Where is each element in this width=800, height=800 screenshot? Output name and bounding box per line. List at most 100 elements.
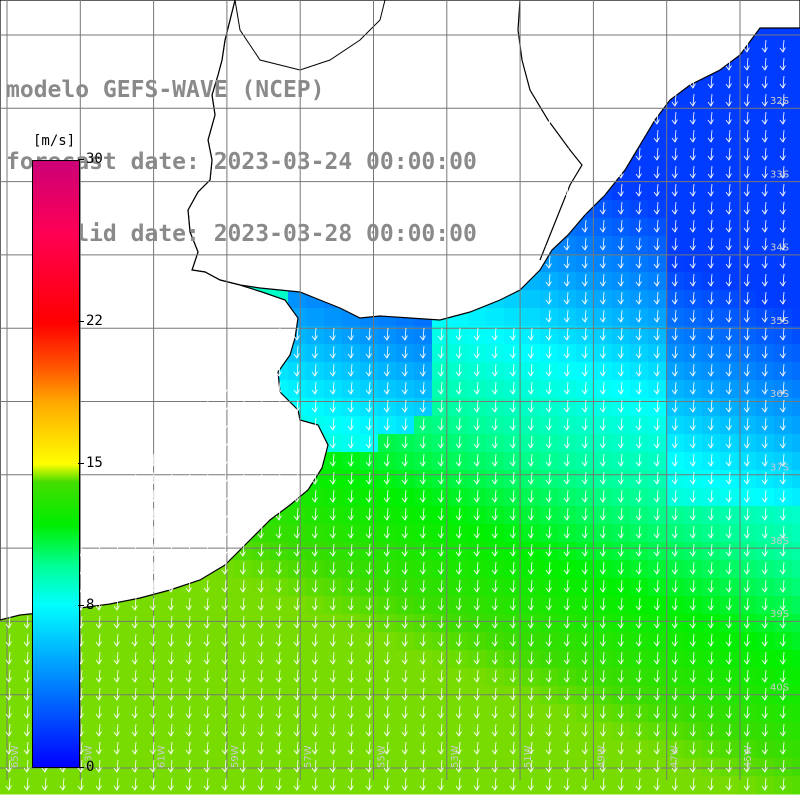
wind-arrow (563, 525, 570, 539)
field-cell (792, 722, 800, 741)
wind-arrow (725, 309, 732, 323)
wind-arrow (347, 687, 354, 701)
wind-arrow (203, 723, 210, 737)
wind-arrow (743, 435, 750, 449)
wind-arrow (617, 759, 624, 773)
wind-arrow (725, 741, 732, 755)
wind-arrow (131, 561, 138, 575)
wind-arrow (257, 705, 264, 719)
lon-label: 49W (596, 745, 607, 768)
wind-arrow (581, 291, 588, 305)
wind-arrow (689, 219, 696, 233)
lon-label: 61W (157, 745, 168, 768)
wind-arrow (509, 777, 516, 791)
field-cell (792, 398, 800, 417)
wind-arrow (455, 777, 462, 791)
wind-arrow (311, 759, 318, 773)
wind-arrow (635, 273, 642, 287)
wind-arrow (725, 327, 732, 341)
wind-arrow (527, 507, 534, 521)
wind-arrow (383, 561, 390, 575)
wind-arrow (257, 543, 264, 557)
wind-arrow (779, 237, 786, 251)
field-cell (792, 362, 800, 381)
wind-arrow (707, 669, 714, 683)
wind-arrow (455, 543, 462, 557)
wind-arrow (221, 651, 228, 665)
wind-arrow (131, 687, 138, 701)
wind-arrow (131, 777, 138, 791)
wind-arrow (383, 741, 390, 755)
wind-arrow (725, 399, 732, 413)
wind-arrow (401, 507, 408, 521)
wind-arrow (779, 165, 786, 179)
wind-arrow (239, 741, 246, 755)
wind-arrow (617, 687, 624, 701)
wind-arrow (707, 165, 714, 179)
wind-arrow (635, 633, 642, 647)
wind-arrow (779, 417, 786, 431)
wind-arrow (635, 183, 642, 197)
wind-arrow (221, 399, 228, 413)
wind-arrow (167, 723, 174, 737)
wind-arrow (635, 399, 642, 413)
wind-arrow (275, 777, 282, 791)
wind-arrow (203, 687, 210, 701)
wind-arrow (95, 579, 102, 593)
wind-arrow (23, 777, 30, 791)
wind-arrow (545, 759, 552, 773)
wind-arrow (581, 633, 588, 647)
wind-arrow (113, 741, 120, 755)
wind-arrow (347, 489, 354, 503)
wind-arrow (329, 669, 336, 683)
wind-arrow (329, 525, 336, 539)
wind-arrow (761, 687, 768, 701)
wind-arrow (491, 741, 498, 755)
wind-arrow (617, 579, 624, 593)
wind-arrow (185, 597, 192, 611)
wind-arrow (635, 111, 642, 125)
wind-arrow (329, 579, 336, 593)
wind-arrow (383, 687, 390, 701)
wind-arrow (239, 633, 246, 647)
wind-arrow (473, 633, 480, 647)
wind-arrow (545, 39, 552, 53)
wind-arrow (221, 705, 228, 719)
wind-arrow (347, 417, 354, 431)
wind-arrow (725, 759, 732, 773)
wind-arrow (581, 165, 588, 179)
wind-arrow (635, 471, 642, 485)
wind-arrow (761, 183, 768, 197)
wind-arrow (563, 435, 570, 449)
wind-arrow (365, 723, 372, 737)
wind-arrow (653, 669, 660, 683)
wind-arrow (725, 39, 732, 53)
wind-arrow (617, 39, 624, 53)
wind-arrow (347, 561, 354, 575)
wind-arrow (257, 525, 264, 539)
wind-arrow (653, 273, 660, 287)
wind-arrow (293, 435, 300, 449)
wind-arrow (779, 57, 786, 71)
wind-arrow (167, 579, 174, 593)
wind-arrow (131, 741, 138, 755)
wind-arrow (275, 507, 282, 521)
wind-arrow (257, 435, 264, 449)
wind-arrow (311, 417, 318, 431)
wind-arrow (311, 669, 318, 683)
wind-arrow (743, 345, 750, 359)
wind-arrow (707, 57, 714, 71)
wind-arrow (329, 597, 336, 611)
wind-arrow (761, 759, 768, 773)
wind-arrow (761, 705, 768, 719)
wind-arrow (293, 651, 300, 665)
wind-arrow (725, 561, 732, 575)
wind-arrow (671, 363, 678, 377)
wind-arrow (689, 669, 696, 683)
wind-arrow (167, 705, 174, 719)
wind-arrow (761, 651, 768, 665)
wind-arrow (725, 201, 732, 215)
wind-arrow (761, 435, 768, 449)
wind-arrow (743, 687, 750, 701)
wind-arrow (437, 345, 444, 359)
